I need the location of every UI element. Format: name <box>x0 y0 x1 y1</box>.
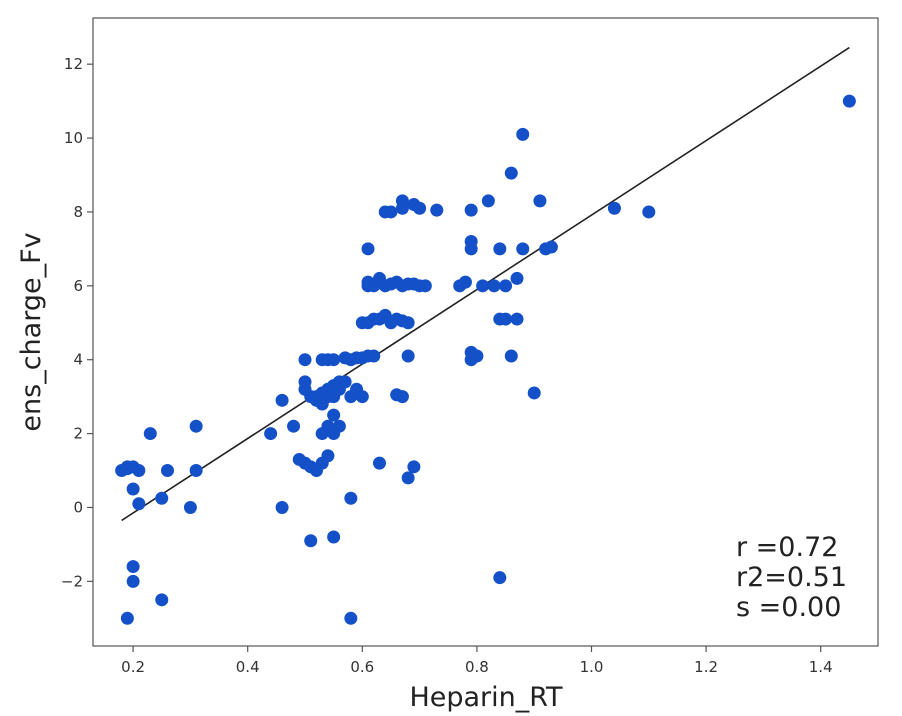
data-point <box>842 94 856 108</box>
plot-background <box>93 18 878 646</box>
data-point <box>309 393 323 407</box>
data-point <box>372 275 386 289</box>
data-point <box>327 530 341 544</box>
data-point <box>126 482 140 496</box>
data-point <box>344 611 358 625</box>
data-point <box>120 611 134 625</box>
data-point <box>407 460 421 474</box>
data-point <box>430 203 444 217</box>
data-point <box>464 234 478 248</box>
data-point <box>298 353 312 367</box>
data-point <box>499 279 513 293</box>
data-point <box>642 205 656 219</box>
data-point <box>544 240 558 254</box>
y-tick-label: 2 <box>73 425 83 443</box>
data-point <box>607 201 621 215</box>
y-tick-label: 4 <box>73 351 83 369</box>
data-point <box>401 316 415 330</box>
x-axis-ticks: 0.2 0.4 0.6 0.8 1.0 1.2 1.4 <box>121 646 833 676</box>
x-tick-label: 0.4 <box>236 658 260 676</box>
data-points <box>115 94 856 625</box>
data-point <box>367 349 381 363</box>
data-point <box>464 345 478 359</box>
data-point <box>287 419 301 433</box>
data-point <box>493 242 507 256</box>
data-point <box>321 449 335 463</box>
stat-s: s =0.00 <box>736 592 841 623</box>
data-point <box>413 279 427 293</box>
y-tick-label: −2 <box>61 572 83 590</box>
stat-r: r =0.72 <box>736 532 838 563</box>
plot-frame <box>92 17 879 647</box>
x-tick-label: 1.2 <box>694 658 718 676</box>
data-point <box>298 375 312 389</box>
y-tick-label: 8 <box>73 203 83 221</box>
x-tick-label: 1.4 <box>809 658 833 676</box>
y-tick-label: 12 <box>64 55 83 73</box>
x-tick-label: 1.0 <box>580 658 604 676</box>
y-tick-label: 6 <box>73 277 83 295</box>
y-axis-ticks: −2 0 2 4 6 8 10 12 <box>61 55 93 590</box>
data-point <box>132 464 146 478</box>
data-point <box>264 427 278 441</box>
data-point <box>372 456 386 470</box>
data-point <box>493 312 507 326</box>
x-tick-label: 0.6 <box>350 658 374 676</box>
data-point <box>487 279 501 293</box>
data-point <box>401 349 415 363</box>
data-point <box>510 271 524 285</box>
data-point <box>361 242 375 256</box>
data-point <box>395 194 409 208</box>
data-point <box>464 203 478 217</box>
data-point <box>510 312 524 326</box>
data-point <box>327 427 341 441</box>
data-point <box>338 375 352 389</box>
data-point <box>321 390 335 404</box>
data-point <box>516 242 530 256</box>
data-point <box>516 127 530 141</box>
data-point <box>384 205 398 219</box>
data-point <box>355 390 369 404</box>
data-point <box>120 462 134 476</box>
data-point <box>533 194 547 208</box>
data-point <box>183 500 197 514</box>
x-axis-label: Heparin_RT <box>409 682 563 713</box>
data-point <box>155 491 169 505</box>
data-point <box>275 393 289 407</box>
data-point <box>504 166 518 180</box>
y-tick-label: 10 <box>64 129 83 147</box>
y-axis-label: ens_charge_Fv <box>16 232 47 431</box>
data-point <box>327 408 341 422</box>
data-point <box>527 386 541 400</box>
data-point <box>390 388 404 402</box>
data-point <box>401 471 415 485</box>
x-tick-label: 0.2 <box>121 658 145 676</box>
data-point <box>344 491 358 505</box>
data-point <box>132 497 146 511</box>
data-point <box>304 534 318 548</box>
data-point <box>493 571 507 585</box>
data-point <box>504 349 518 363</box>
data-point <box>413 201 427 215</box>
data-point <box>155 593 169 607</box>
stat-r2: r2=0.51 <box>736 562 847 593</box>
data-point <box>143 427 157 441</box>
data-point <box>189 419 203 433</box>
data-point <box>476 279 490 293</box>
data-point <box>275 500 289 514</box>
data-point <box>126 560 140 574</box>
data-point <box>189 464 203 478</box>
data-point <box>126 574 140 588</box>
x-tick-label: 0.8 <box>465 658 489 676</box>
data-point <box>160 464 174 478</box>
data-point <box>481 194 495 208</box>
data-point <box>327 353 341 367</box>
y-tick-label: 0 <box>73 498 83 516</box>
data-point <box>458 275 472 289</box>
